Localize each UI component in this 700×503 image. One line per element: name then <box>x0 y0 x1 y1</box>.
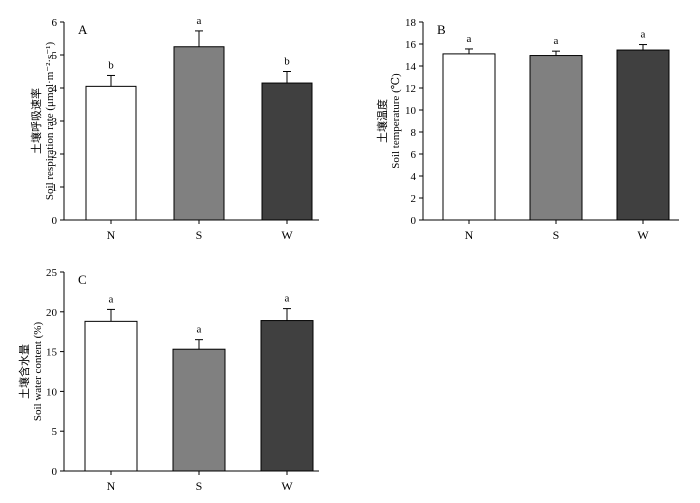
y-tick-label: 16 <box>405 39 417 51</box>
y-tick-label: 3 <box>52 116 58 128</box>
chart-panel-c: 0 5 10 15 20 25 a Na Sa W C 土壤含水量Soil water content… <box>17 267 319 493</box>
y-axis-label: 土壤含水量Soil water content (%) <box>17 322 44 422</box>
x-category-label: N <box>107 228 116 242</box>
y-tick-label: 12 <box>405 83 416 95</box>
y-tick-label: 6 <box>411 149 417 161</box>
x-category-label: S <box>196 479 203 493</box>
y-axis-label-cn: 土壤温度 <box>375 99 389 143</box>
significance-label: a <box>197 15 202 27</box>
significance-label: b <box>108 59 114 71</box>
significance-label: a <box>554 35 559 47</box>
x-category-label: N <box>107 479 116 493</box>
y-tick-label: 4 <box>52 83 58 95</box>
x-category-label: S <box>196 228 203 242</box>
significance-label: a <box>197 324 202 336</box>
x-category-label: N <box>465 228 474 242</box>
y-tick-label: 10 <box>46 386 58 398</box>
y-tick-label: 4 <box>411 171 417 183</box>
y-tick-label: 5 <box>52 50 58 62</box>
bar-s <box>173 46 225 221</box>
y-tick-label: 14 <box>405 61 417 73</box>
x-category-label: W <box>281 228 293 242</box>
y-tick-label: 10 <box>405 105 417 117</box>
significance-label: a <box>109 293 114 305</box>
significance-label: a <box>467 33 472 45</box>
chart-panel-b: 0 2 4 6 8 10 12 14 16 18 a Na Sa W B 土壤温度Soil temperatu… <box>375 17 679 242</box>
bar-w <box>260 320 314 472</box>
panel-label: B <box>437 22 446 37</box>
y-tick-label: 8 <box>411 127 417 139</box>
y-tick-label: 2 <box>411 193 417 205</box>
y-tick-label: 0 <box>411 215 417 227</box>
bar-n <box>442 53 496 221</box>
y-axis-label-en: Soil temperature (℃) <box>390 73 402 169</box>
y-axis-label: 土壤温度Soil temperature (℃) <box>375 73 402 169</box>
y-tick-label: 6 <box>52 17 58 29</box>
bar-w <box>616 49 670 221</box>
bar-n <box>84 320 138 472</box>
y-axis-label-cn: 土壤含水量 <box>17 344 31 399</box>
panel-label: A <box>78 22 88 37</box>
y-tick-label: 25 <box>46 267 58 279</box>
y-tick-label: 5 <box>52 426 58 438</box>
y-tick-label: 0 <box>52 215 58 227</box>
y-tick-label: 18 <box>405 17 417 29</box>
significance-label: a <box>285 293 290 305</box>
bar-s <box>529 55 583 221</box>
y-tick-label: 1 <box>52 182 58 194</box>
significance-label: a <box>641 29 646 41</box>
x-category-label: W <box>281 479 293 493</box>
y-tick-label: 2 <box>52 149 58 161</box>
y-tick-label: 15 <box>46 347 58 359</box>
y-axis-label-cn: 土壤呼吸速率 <box>29 88 43 154</box>
significance-label: b <box>284 56 290 68</box>
y-axis-label-en: Soil respiration rate (μmol·m⁻²·s⁻¹) <box>44 42 56 201</box>
x-category-label: W <box>637 228 649 242</box>
chart-panel-a: 0 1 2 3 4 5 6 b Na Sb W A 土壤呼吸速率Soil respiration rat… <box>29 15 319 242</box>
x-category-label: S <box>553 228 560 242</box>
bar-w <box>261 82 313 221</box>
panel-label: C <box>78 272 87 287</box>
y-axis-label: 土壤呼吸速率Soil respiration rate (μmol·m⁻²·s⁻… <box>29 42 56 201</box>
bar-n <box>85 85 137 221</box>
y-tick-label: 0 <box>52 466 58 478</box>
y-tick-label: 20 <box>46 307 58 319</box>
bar-s <box>172 348 226 472</box>
y-axis-label-en: Soil water content (%) <box>32 322 44 422</box>
